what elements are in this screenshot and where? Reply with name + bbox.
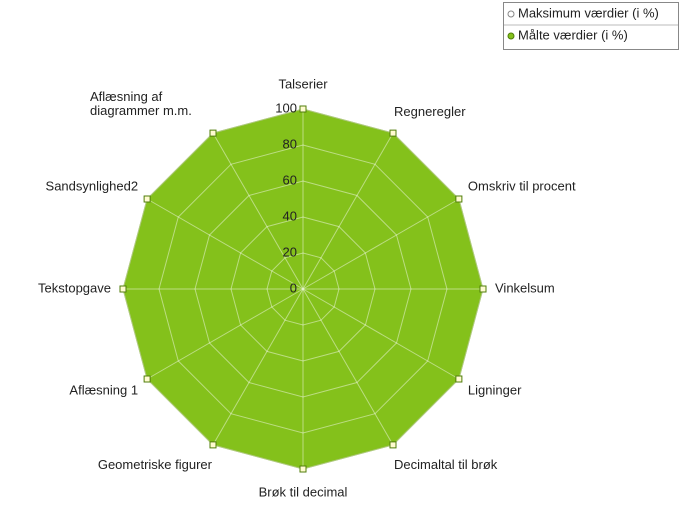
category-label: Sandsynlighed2 [46,178,139,193]
marker [143,195,151,203]
category-label: Geometriske figurer [98,457,213,472]
marker [209,441,217,449]
category-label: Ligninger [468,382,522,397]
y-tick-label: 100 [275,100,297,115]
category-label: Aflæsning 1 [69,382,138,397]
category-label: Aflæsning af diagrammer m.m. [90,89,192,118]
spoke [146,198,304,290]
category-label: Decimaltal til brøk [394,457,498,472]
marker [479,285,487,293]
marker [209,129,217,137]
y-tick-label: 20 [283,244,297,259]
category-label: Tekstopgave [38,280,111,295]
marker [389,441,397,449]
marker [299,105,307,113]
spoke [302,288,460,380]
category-label: Talserier [278,76,328,91]
marker [143,375,151,383]
legend-marker [507,10,515,18]
category-label: Regneregler [394,104,466,119]
marker [119,285,127,293]
marker [455,375,463,383]
marker [455,195,463,203]
legend-marker [507,32,515,40]
marker [299,465,307,473]
category-label: Omskriv til procent [468,178,576,193]
y-tick-label: 0 [290,280,297,295]
spoke [212,288,304,446]
spoke [146,288,304,380]
spoke [302,132,394,290]
y-tick-label: 40 [283,208,297,223]
grid-line [230,216,376,362]
grid-line [158,144,448,434]
y-tick-label: 60 [283,172,297,187]
category-label: Vinkelsum [495,280,555,295]
legend-label: Målte værdier (i %) [518,27,628,42]
legend-box [503,2,679,50]
category-label: Brøk til decimal [259,484,348,499]
y-tick-label: 80 [283,136,297,151]
legend: Maksimum værdier (i %) Målte værdier (i %… [503,2,679,50]
spoke [302,288,394,446]
grid-line [266,252,340,326]
marker [389,129,397,137]
spoke [212,132,304,290]
grid-line [194,180,412,398]
legend-label: Maksimum værdier (i %) [518,5,659,20]
spoke [302,198,460,290]
